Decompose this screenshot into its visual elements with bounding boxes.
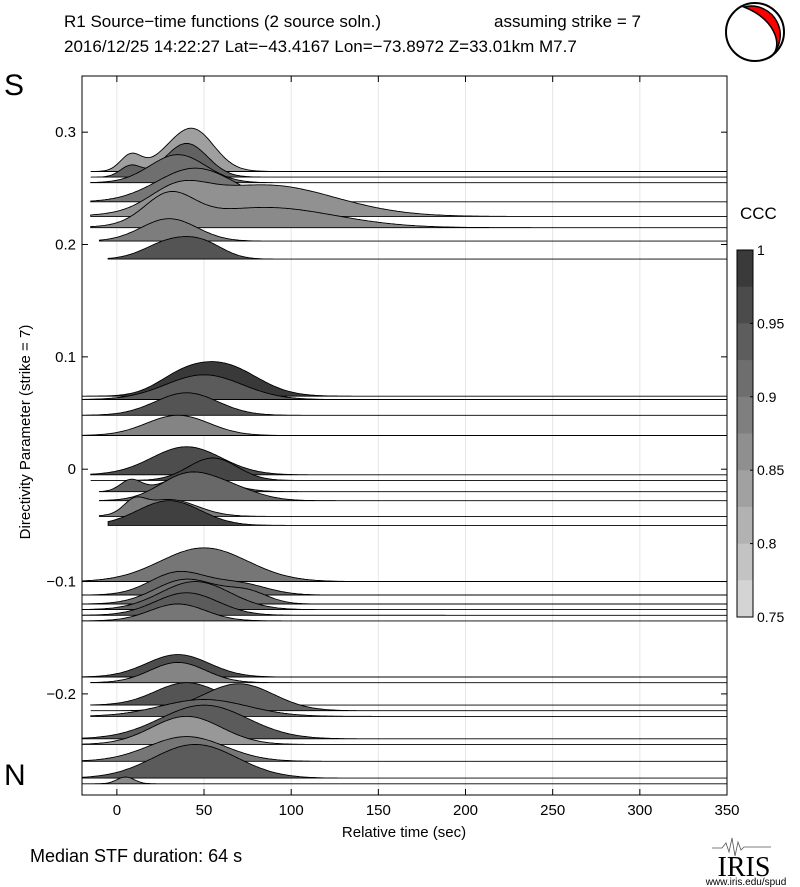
- y-axis-ticks: 0.3 0.2 0.1 0 −0.1 −0.2: [46, 124, 727, 703]
- north-label: N: [4, 759, 26, 792]
- colorbar-tick-label: 0.9: [757, 389, 777, 405]
- stf-trace: [90, 457, 727, 481]
- colorbar-swatch: [737, 250, 753, 288]
- colorbar-swatch: [737, 580, 753, 618]
- y-tick-label: 0: [68, 461, 76, 478]
- stf-trace: [81, 743, 727, 779]
- plot-frame: [81, 75, 728, 796]
- x-tick-label: 100: [279, 802, 304, 819]
- stf-trace: [90, 683, 727, 712]
- stf-trace: [81, 581, 727, 611]
- x-tick-label: 350: [714, 802, 739, 819]
- stf-trace: [81, 374, 727, 400]
- stf-trace: [90, 661, 727, 684]
- x-tick-label: 50: [196, 802, 213, 819]
- colorbar-tick-label: 1: [757, 242, 765, 258]
- colorbar-frame: [736, 249, 754, 618]
- title-line1: R1 Source−time functions (2 source soln.…: [64, 12, 381, 31]
- y-tick-label: 0.3: [55, 124, 76, 141]
- colorbar-tick-label: 0.75: [757, 609, 784, 625]
- y-tick-label: 0.2: [55, 237, 76, 254]
- stf-trace: [81, 736, 727, 762]
- stf-trace: [107, 236, 727, 260]
- x-tick-label: 200: [453, 802, 478, 819]
- colorbar-swatch: [737, 360, 753, 398]
- colorbar-swatch: [737, 543, 753, 581]
- x-tick-label: 150: [366, 802, 391, 819]
- stf-trace: [81, 414, 727, 436]
- colorbar-swatch: [737, 433, 753, 471]
- iris-url: www.iris.edu/spud: [705, 877, 787, 887]
- colorbar-swatch: [737, 396, 753, 434]
- x-tick-label: 0: [113, 802, 121, 819]
- stf-trace: [98, 218, 727, 242]
- iris-logo-text: IRIS: [718, 852, 771, 883]
- south-label: S: [4, 69, 24, 102]
- y-axis-label: Directivity Parameter (strike = 7): [17, 325, 34, 540]
- median-duration-text: Median STF duration: 64 s: [30, 846, 242, 866]
- x-tick-label: 250: [540, 802, 565, 819]
- x-axis-label: Relative time (sec): [342, 824, 466, 841]
- y-tick-label: 0.1: [55, 349, 76, 366]
- ccc-colorbar: 1 0.95 0.9 0.85 0.8 0.75: [736, 242, 784, 625]
- colorbar-swatch: [737, 506, 753, 545]
- stf-trace: [98, 471, 727, 502]
- title-strike: assuming strike = 7: [494, 12, 641, 31]
- stf-trace: [81, 603, 727, 622]
- stf-trace: [81, 578, 727, 605]
- stf-trace: [90, 154, 727, 184]
- y-tick-label: −0.2: [46, 686, 76, 703]
- focal-mechanism-beachball: [725, 2, 785, 62]
- iris-logo: IRIS www.iris.edu/spud: [705, 837, 787, 887]
- colorbar-swatch: [737, 286, 753, 324]
- x-tick-label: 300: [627, 802, 652, 819]
- x-axis-ticks: 0 50 100 150 200 250 300 350: [113, 76, 740, 819]
- y-tick-label: −0.1: [46, 574, 76, 591]
- stf-trace: [82, 776, 727, 785]
- stf-trace: [90, 699, 727, 717]
- stf-trace: [81, 392, 727, 416]
- stf-trace: [90, 191, 727, 229]
- colorbar-tick-label: 0.8: [757, 536, 777, 552]
- colorbar-tick-label: 0.95: [757, 315, 784, 331]
- stf-trace: [81, 704, 727, 740]
- stf-trace: [107, 500, 727, 526]
- stf-trace: [81, 715, 727, 745]
- colorbar-label: CCC: [740, 204, 777, 223]
- colorbar-tick-label: 0.85: [757, 462, 784, 478]
- stf-traces: [81, 127, 727, 785]
- stf-trace: [81, 547, 727, 582]
- colorbar-swatch: [737, 323, 753, 361]
- title-line2: 2016/12/25 14:22:27 Lat=−43.4167 Lon=−73…: [64, 37, 577, 56]
- colorbar-swatch: [737, 470, 753, 508]
